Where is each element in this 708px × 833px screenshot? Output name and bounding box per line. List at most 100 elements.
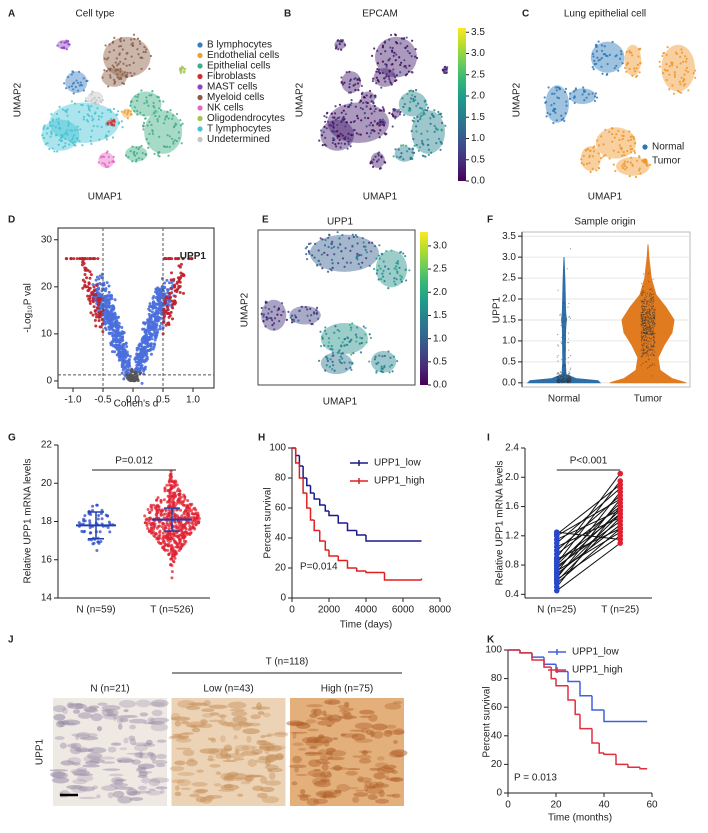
cell-dot [641, 344, 643, 346]
cell-dot [642, 353, 644, 355]
cell-dot [374, 355, 377, 358]
cell-dot [46, 127, 49, 130]
pair-line [556, 531, 621, 540]
cell-dot [357, 262, 360, 266]
sample-dot [170, 484, 174, 488]
cell-dot [672, 92, 676, 95]
cell-dot [559, 314, 561, 316]
gene-dot [95, 306, 99, 310]
cell-dot [97, 118, 101, 121]
cell-dot [557, 372, 559, 374]
cell-dot [349, 261, 352, 264]
cell-dot [157, 151, 160, 154]
cell-dot [358, 79, 362, 82]
tissue-texture [135, 699, 151, 708]
cell-dot [145, 99, 148, 102]
cell-dot [651, 320, 653, 322]
cell-dot [356, 326, 359, 329]
cell-dot [645, 355, 647, 357]
cell-dot [316, 264, 319, 267]
cell-dot [640, 341, 643, 343]
cell-dot [408, 51, 411, 55]
tissue-texture [219, 750, 229, 759]
cell-dot [433, 130, 436, 133]
cell-dot [560, 118, 563, 121]
cell-dot [648, 300, 650, 302]
tissue-texture [67, 703, 83, 706]
cell-dot [119, 67, 122, 71]
gene-dot [103, 322, 107, 326]
cell-dot [330, 112, 333, 115]
cell-dot [643, 349, 645, 351]
cell-dot [167, 117, 170, 120]
gene-dot [105, 281, 109, 285]
cell-dot [642, 316, 644, 319]
sample-dot [168, 492, 172, 496]
cell-dot [152, 111, 156, 114]
sample-dot [187, 509, 191, 513]
cell-dot [158, 99, 161, 103]
cell-dot [398, 113, 402, 116]
cell-dot [321, 335, 324, 338]
tissue-texture [187, 702, 207, 706]
gene-dot [137, 346, 141, 350]
cell-dot [562, 320, 564, 323]
gene-dot [167, 257, 171, 261]
cell-dot [79, 83, 82, 87]
cell-dot [399, 63, 402, 67]
y-axis-label: UMAP2 [512, 82, 523, 117]
cell-dot [642, 309, 644, 311]
gene-dot [142, 353, 146, 357]
cell-dot [563, 119, 566, 123]
cell-dot [423, 112, 426, 116]
tissue-texture [149, 717, 170, 724]
gene-dot [163, 314, 167, 318]
cell-dot [644, 306, 646, 308]
gene-dot [95, 283, 99, 287]
tissue-texture [334, 789, 342, 794]
gene-dot [91, 313, 95, 317]
cell-dot [70, 85, 73, 88]
cell-dot [151, 132, 155, 136]
gene-dot [159, 321, 163, 325]
sample-dot [160, 525, 164, 529]
cell-dot [393, 280, 396, 283]
gene-dot [163, 281, 167, 285]
legend-line [350, 478, 368, 484]
cell-dot [118, 53, 121, 56]
cell-dot [580, 162, 583, 165]
cell-dot [370, 100, 373, 103]
sample-dot [175, 526, 179, 530]
tissue-texture [237, 722, 254, 727]
cell-dot [564, 371, 566, 374]
cell-dot [399, 110, 402, 114]
cluster-blob [101, 68, 127, 87]
sample-dot [88, 521, 92, 525]
gene-dot [125, 373, 129, 377]
tissue-texture [365, 786, 384, 795]
gene-dot [153, 311, 157, 315]
cell-dot [373, 120, 376, 123]
cell-dot [70, 100, 73, 103]
cell-dot [343, 81, 346, 84]
tissue-texture [200, 718, 207, 724]
cell-dot [369, 107, 372, 110]
cell-dot [338, 138, 341, 142]
sample-dot [191, 522, 195, 526]
cell-dot [131, 42, 134, 45]
cell-dot [647, 272, 649, 274]
gene-dot [167, 300, 171, 304]
cell-dot [647, 349, 649, 352]
cell-dot [384, 161, 387, 164]
gene-dot [163, 292, 167, 296]
panel-letter: A [8, 9, 15, 20]
tissue-texture [256, 741, 272, 746]
cell-dot [649, 293, 651, 295]
cell-dot [646, 327, 648, 329]
cell-dot [423, 100, 426, 103]
x-axis-label: UMAP1 [588, 192, 623, 203]
cell-dot [372, 267, 376, 271]
cell-dot [135, 146, 138, 149]
cell-dot [340, 81, 343, 85]
cell-dot [398, 266, 401, 269]
